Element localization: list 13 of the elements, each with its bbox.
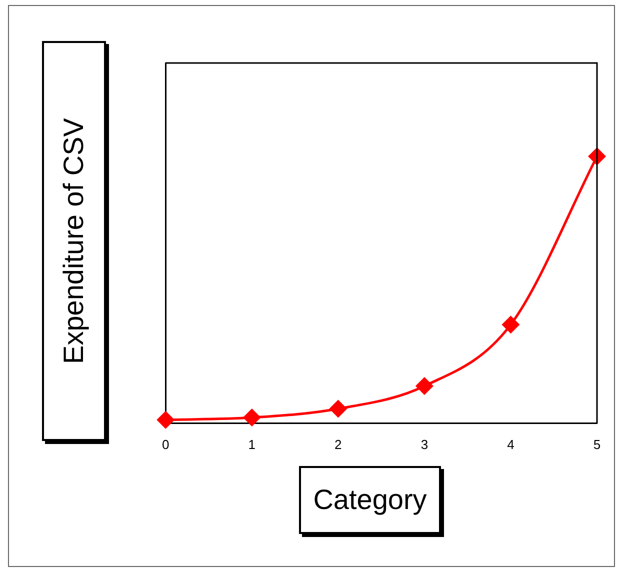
point <box>329 400 348 418</box>
x-tick-label: 4 <box>507 436 514 452</box>
point <box>156 410 175 429</box>
x-axis-title: Category <box>299 466 441 534</box>
x-tick-label: 2 <box>334 436 342 452</box>
point <box>242 408 261 427</box>
x-tick-label: 3 <box>420 436 428 452</box>
point <box>415 377 434 396</box>
x-tick-label: 1 <box>248 436 256 452</box>
x-tick-label: 5 <box>593 436 601 452</box>
x-tick-label: 0 <box>162 436 170 452</box>
point <box>502 316 520 334</box>
y-axis-title: Expenditure of CSV <box>58 118 90 364</box>
